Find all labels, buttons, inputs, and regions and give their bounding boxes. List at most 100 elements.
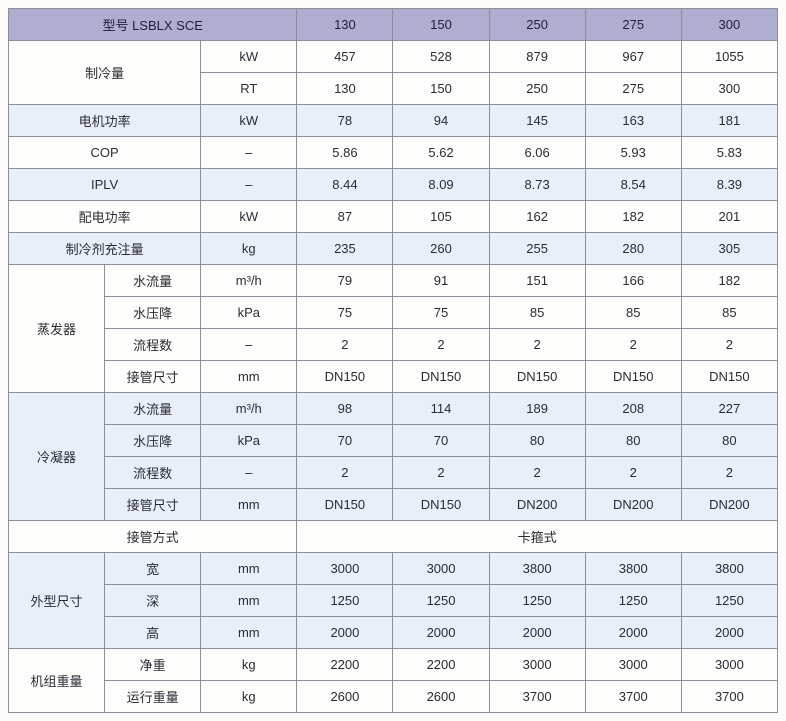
value-cell: 235	[297, 233, 393, 265]
model-col: 130	[297, 9, 393, 41]
value-cell: 8.44	[297, 169, 393, 201]
value-cell: 3700	[585, 681, 681, 713]
unit-cell: m³/h	[201, 393, 297, 425]
group-label: 蒸发器	[9, 265, 105, 393]
table-row: 冷凝器 水流量 m³/h 98 114 189 208 227	[9, 393, 778, 425]
value-cell: 2	[585, 329, 681, 361]
table-row: 接管尺寸 mm DN150 DN150 DN150 DN150 DN150	[9, 361, 778, 393]
value-cell: 150	[393, 73, 489, 105]
value-cell: 8.39	[681, 169, 777, 201]
value-cell: DN150	[681, 361, 777, 393]
value-cell: 182	[681, 265, 777, 297]
unit-cell: –	[201, 457, 297, 489]
value-cell: 201	[681, 201, 777, 233]
value-cell: 105	[393, 201, 489, 233]
value-cell: 75	[297, 297, 393, 329]
value-cell: 5.83	[681, 137, 777, 169]
table-row: 电机功率 kW 78 94 145 163 181	[9, 105, 778, 137]
group-label: 冷凝器	[9, 393, 105, 521]
value-cell: 208	[585, 393, 681, 425]
value-cell: 275	[585, 73, 681, 105]
value-cell: 2000	[393, 617, 489, 649]
value-cell: 250	[489, 73, 585, 105]
value-cell: 5.62	[393, 137, 489, 169]
value-cell: 80	[489, 425, 585, 457]
unit-cell: kW	[201, 201, 297, 233]
value-cell: 114	[393, 393, 489, 425]
unit-cell: –	[201, 137, 297, 169]
value-cell: 94	[393, 105, 489, 137]
value-cell: 189	[489, 393, 585, 425]
table-header-row: 型号 LSBLX SCE 130 150 250 275 300	[9, 9, 778, 41]
value-cell: 151	[489, 265, 585, 297]
sub-label: 水流量	[105, 393, 201, 425]
unit-cell: –	[201, 169, 297, 201]
model-col: 150	[393, 9, 489, 41]
value-cell: 227	[681, 393, 777, 425]
row-label: 配电功率	[9, 201, 201, 233]
unit-cell: mm	[201, 617, 297, 649]
value-cell: 2	[489, 329, 585, 361]
unit-cell: kPa	[201, 297, 297, 329]
table-row: 外型尺寸 宽 mm 3000 3000 3800 3800 3800	[9, 553, 778, 585]
row-label: COP	[9, 137, 201, 169]
sub-label: 宽	[105, 553, 201, 585]
value-cell: DN150	[297, 361, 393, 393]
row-label: 制冷量	[9, 41, 201, 105]
table-row: 接管方式 卡箍式	[9, 521, 778, 553]
unit-cell: kg	[201, 233, 297, 265]
table-row: 配电功率 kW 87 105 162 182 201	[9, 201, 778, 233]
value-cell: 3800	[489, 553, 585, 585]
value-cell: 5.86	[297, 137, 393, 169]
value-cell: 8.09	[393, 169, 489, 201]
value-cell: 305	[681, 233, 777, 265]
model-label-cell: 型号 LSBLX SCE	[9, 9, 297, 41]
value-cell: 181	[681, 105, 777, 137]
value-cell: 2	[681, 457, 777, 489]
value-cell: 528	[393, 41, 489, 73]
value-cell: 75	[393, 297, 489, 329]
value-cell: 255	[489, 233, 585, 265]
value-cell: 1250	[297, 585, 393, 617]
value-cell: 2000	[297, 617, 393, 649]
value-cell: DN200	[585, 489, 681, 521]
value-cell: 2600	[297, 681, 393, 713]
row-label: 接管方式	[9, 521, 297, 553]
sub-label: 接管尺寸	[105, 361, 201, 393]
unit-cell: mm	[201, 361, 297, 393]
table-row: 运行重量 kg 2600 2600 3700 3700 3700	[9, 681, 778, 713]
value-cell: 2600	[393, 681, 489, 713]
model-col: 250	[489, 9, 585, 41]
value-cell: 1250	[681, 585, 777, 617]
table-row: 制冷量 kW 457 528 879 967 1055	[9, 41, 778, 73]
sub-label: 运行重量	[105, 681, 201, 713]
value-cell: 3700	[681, 681, 777, 713]
table-row: IPLV – 8.44 8.09 8.73 8.54 8.39	[9, 169, 778, 201]
value-cell: DN200	[489, 489, 585, 521]
value-cell: 457	[297, 41, 393, 73]
unit-cell: mm	[201, 489, 297, 521]
value-cell: 2	[393, 457, 489, 489]
value-cell: 80	[681, 425, 777, 457]
value-cell: 1055	[681, 41, 777, 73]
table-row: 深 mm 1250 1250 1250 1250 1250	[9, 585, 778, 617]
value-cell: 70	[297, 425, 393, 457]
value-cell: 130	[297, 73, 393, 105]
value-cell: 2000	[585, 617, 681, 649]
value-cell: 166	[585, 265, 681, 297]
table-row: COP – 5.86 5.62 6.06 5.93 5.83	[9, 137, 778, 169]
table-row: 流程数 – 2 2 2 2 2	[9, 457, 778, 489]
value-cell: DN150	[297, 489, 393, 521]
value-cell: 8.54	[585, 169, 681, 201]
sub-label: 流程数	[105, 329, 201, 361]
value-cell: 162	[489, 201, 585, 233]
unit-cell: mm	[201, 553, 297, 585]
sub-label: 水压降	[105, 425, 201, 457]
value-cell: 300	[681, 73, 777, 105]
row-label: 电机功率	[9, 105, 201, 137]
value-cell: 85	[585, 297, 681, 329]
value-cell: 280	[585, 233, 681, 265]
value-cell: 967	[585, 41, 681, 73]
value-cell: 70	[393, 425, 489, 457]
unit-cell: RT	[201, 73, 297, 105]
